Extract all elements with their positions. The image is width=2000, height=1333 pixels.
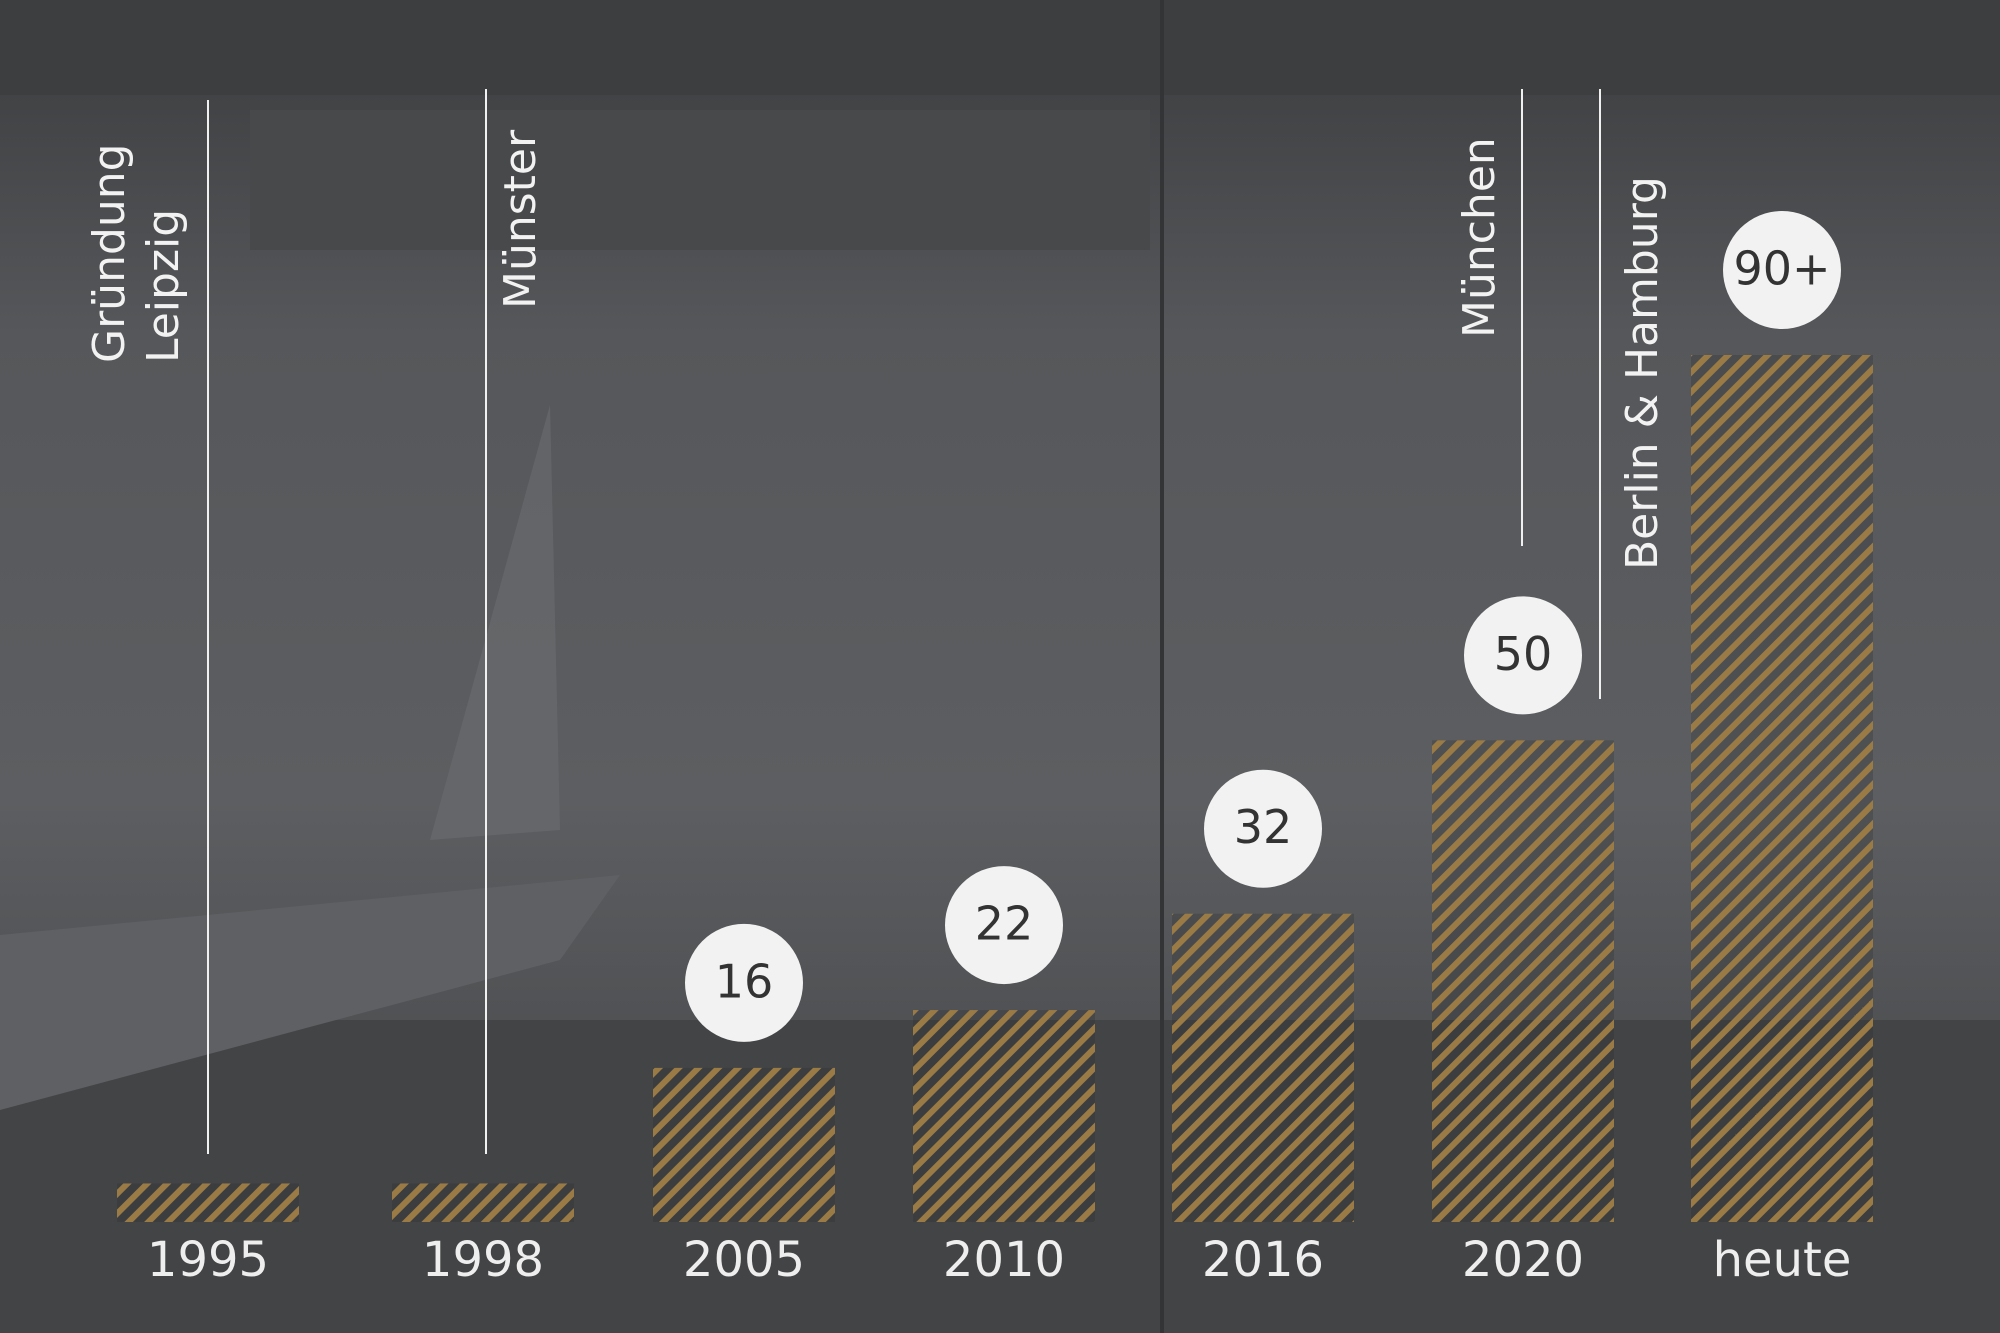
value-bubble — [1464, 596, 1582, 715]
annotation-text: München — [1454, 137, 1505, 338]
value-label: 50 — [1494, 627, 1553, 681]
annotation-text: Münster — [495, 129, 546, 309]
annotation-text: Gründung — [84, 143, 135, 363]
bar — [1691, 355, 1873, 1222]
value-bubble — [1204, 769, 1322, 888]
bar — [117, 1183, 299, 1222]
x-tick-label: heute — [1713, 1232, 1852, 1288]
annotation-text: Leipzig — [138, 209, 189, 363]
bar — [1172, 913, 1354, 1222]
x-tick-label: 2005 — [683, 1232, 805, 1288]
value-bubble — [945, 866, 1063, 985]
value-label: 22 — [975, 897, 1034, 951]
bar — [913, 1010, 1095, 1222]
bar — [392, 1183, 574, 1222]
annotations: Gründung Leipzig Münster München Berlin & Ha… — [84, 89, 1668, 1154]
value-label: 16 — [715, 954, 774, 1008]
bars: 1995 1998 2005 16 2010 22 2016 32 2020 50 heute 90+ — [117, 211, 1873, 1288]
annotation-text: Berlin & Hamburg — [1617, 176, 1668, 570]
value-label: 32 — [1234, 800, 1293, 854]
x-tick-label: 2020 — [1462, 1232, 1584, 1288]
x-tick-label: 2016 — [1202, 1232, 1324, 1288]
bar — [1432, 740, 1614, 1222]
x-tick-label: 1998 — [422, 1232, 544, 1288]
bar — [653, 1067, 835, 1222]
value-bubble — [685, 923, 803, 1042]
value-bubble — [1723, 211, 1841, 329]
x-tick-label: 2010 — [943, 1232, 1065, 1288]
value-label: 90+ — [1733, 242, 1830, 296]
x-tick-label: 1995 — [147, 1232, 269, 1288]
